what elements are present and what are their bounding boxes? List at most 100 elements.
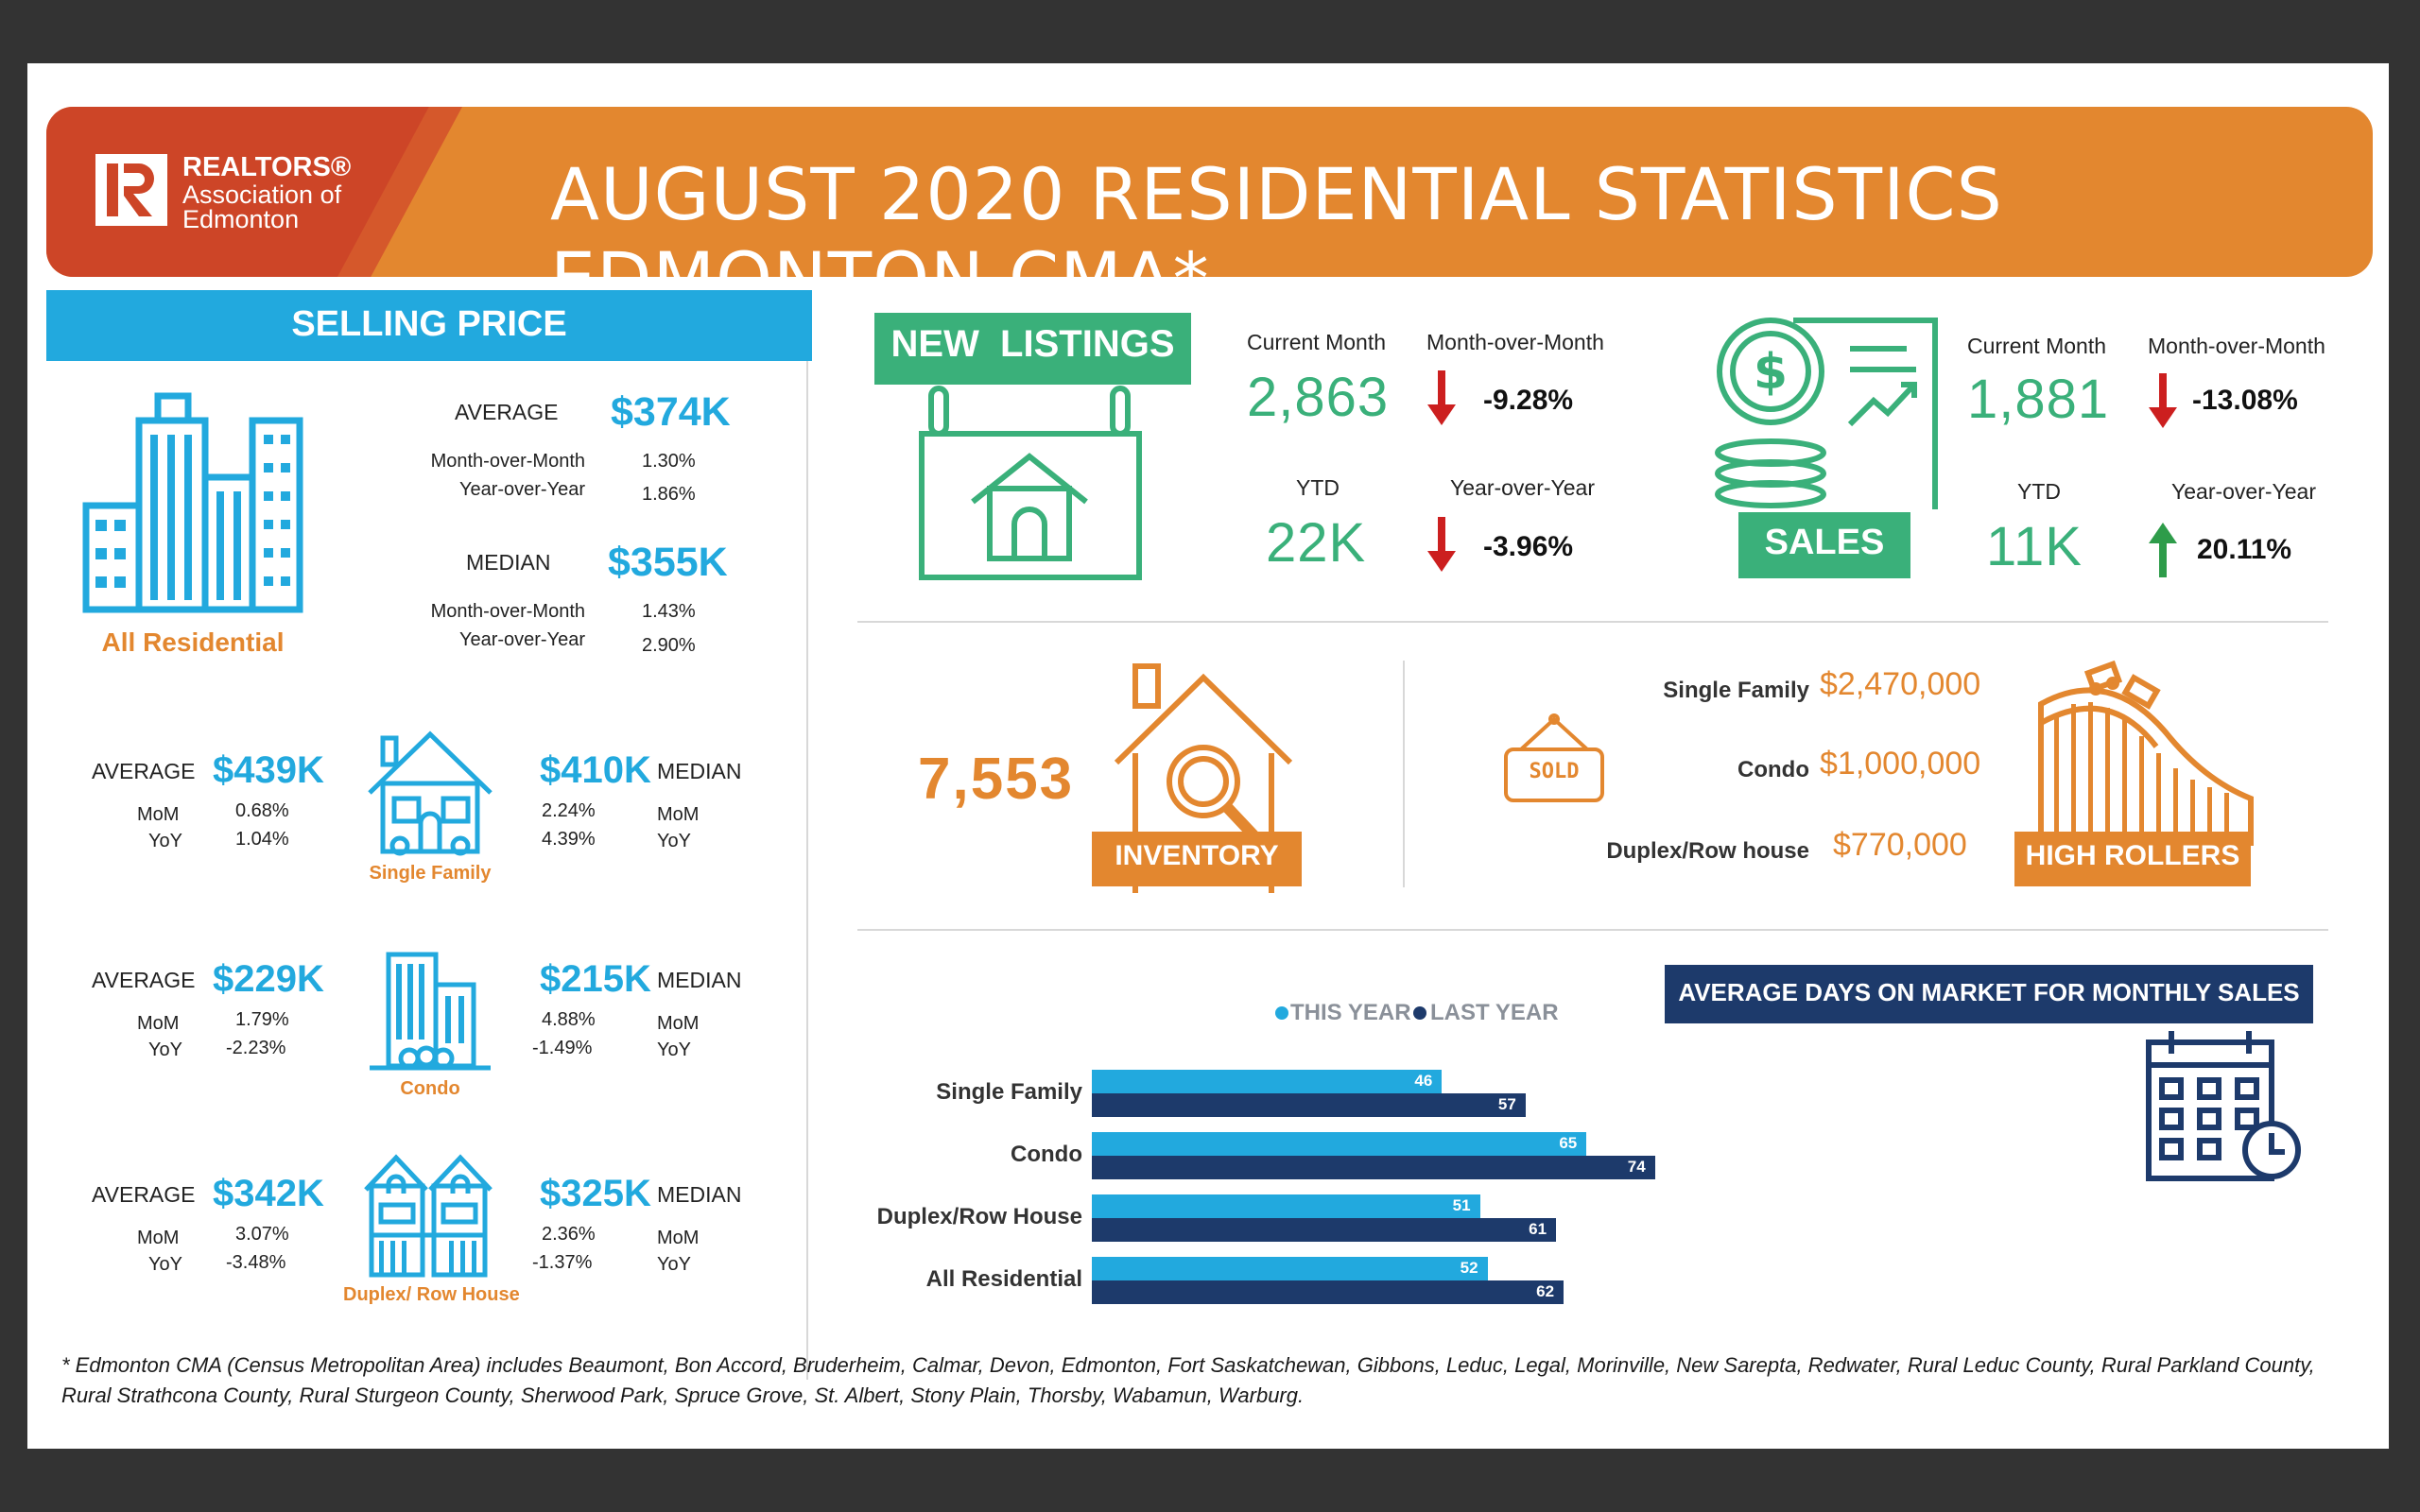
condo-average-label: AVERAGE [92, 968, 196, 992]
sf-average-value: $439K [213, 749, 324, 791]
average-mom-value: 1.30% [642, 451, 696, 472]
average-yoy-label: Year-over-Year [458, 479, 585, 500]
new-listings-label: NEW LISTINGS [890, 323, 1175, 365]
hr-duplex-value: $770,000 [1833, 827, 1967, 863]
sf-median-label: MEDIAN [657, 759, 742, 783]
inventory-badge [1092, 832, 1302, 886]
row-house-icon [364, 1154, 493, 1278]
average-label: AVERAGE [455, 400, 559, 424]
vertical-divider [806, 361, 808, 1380]
inventory-value: 7,553 [918, 747, 1075, 812]
sales-mom-value: -13.08% [2192, 385, 2298, 416]
condo-avg-mom-label: MoM [137, 1013, 180, 1034]
bar-last-year: 61 [1092, 1218, 1557, 1242]
bar-category-label: Condo [1011, 1142, 1082, 1167]
sales-current-month-value: 1,881 [1967, 369, 2110, 430]
legend-last-year-swatch [1413, 1006, 1426, 1020]
average-mom-label: Month-over-Month [430, 451, 585, 472]
bar-value-label: 62 [1536, 1282, 1555, 1300]
bar-value-label: 52 [1460, 1259, 1478, 1277]
sf-avg-yoy-label: YoY [148, 831, 182, 851]
legend-this-year: THIS YEAR [1290, 1000, 1411, 1025]
median-yoy-label: Year-over-Year [458, 629, 585, 650]
condo-icon [370, 952, 491, 1071]
new-listings-badge [874, 313, 1191, 385]
nl-mom-value: -9.28% [1483, 385, 1574, 416]
hr-condo-label: Condo [1737, 757, 1809, 782]
nl-yoy-label: Year-over-Year [1450, 475, 1596, 500]
duplex-med-yoy-value: -1.37% [532, 1252, 593, 1273]
bar-this-year: 65 [1092, 1132, 1587, 1156]
duplex-med-mom-label: MoM [657, 1228, 700, 1248]
sales-label: SALES [1764, 523, 1885, 562]
svg-text:$: $ [1754, 344, 1788, 401]
dom-heading-box [1665, 965, 2313, 1023]
bar-this-year: 51 [1092, 1194, 1480, 1218]
vertical-divider [1403, 661, 1405, 887]
sf-med-yoy-value: 4.39% [542, 829, 596, 850]
bar-last-year: 57 [1092, 1093, 1526, 1117]
sales-mom-label: Month-over-Month [2148, 334, 2325, 358]
high-rollers-label: HIGH ROLLERS [2025, 840, 2240, 871]
hr-duplex-label: Duplex/Row house [1606, 838, 1809, 864]
duplex-median-label: MEDIAN [657, 1182, 742, 1207]
duplex-med-mom-value: 2.36% [542, 1224, 596, 1245]
duplex-avg-yoy-label: YoY [148, 1254, 182, 1275]
bar-value-label: 51 [1452, 1196, 1471, 1214]
house-icon [368, 730, 493, 856]
down-arrow-icon [1427, 370, 1456, 425]
dom-heading: AVERAGE DAYS ON MARKET FOR MONTHLY SALES [1678, 978, 2300, 1006]
sold-label: SOLD [1529, 760, 1580, 783]
hr-single-family-label: Single Family [1663, 678, 1809, 703]
bar-value-label: 74 [1627, 1158, 1646, 1176]
selling-price-header [46, 290, 812, 361]
roller-coaster-icon [2038, 660, 2254, 846]
bar-value-label: 57 [1497, 1095, 1516, 1113]
calendar-clock-icon [2146, 1031, 2301, 1181]
sf-med-mom-label: MoM [657, 804, 700, 825]
nl-yoy-value: -3.96% [1483, 531, 1574, 562]
realtors-logo-icon [95, 154, 167, 226]
footnote: * Edmonton CMA (Census Metropolitan Area… [61, 1353, 2315, 1407]
down-arrow-icon [2149, 373, 2177, 428]
condo-med-yoy-label: YoY [657, 1040, 691, 1060]
duplex-label: Duplex/ Row House [343, 1284, 520, 1305]
sales-yoy-label: Year-over-Year [2171, 479, 2317, 504]
bar-this-year: 46 [1092, 1070, 1443, 1093]
bar-value-label: 61 [1529, 1220, 1547, 1238]
median-label: MEDIAN [466, 550, 551, 575]
duplex-avg-mom-value: 3.07% [235, 1224, 289, 1245]
sf-avg-yoy-value: 1.04% [235, 829, 289, 850]
condo-avg-mom-value: 1.79% [235, 1009, 289, 1030]
duplex-average-value: $342K [213, 1173, 324, 1214]
bar-category-label: All Residential [925, 1266, 1082, 1292]
condo-average-value: $229K [213, 958, 324, 1000]
sf-label: Single Family [369, 863, 492, 884]
money-chart-icon: $ [1715, 318, 1938, 509]
duplex-avg-mom-label: MoM [137, 1228, 180, 1248]
nl-current-month-label: Current Month [1247, 330, 1387, 354]
condo-avg-yoy-label: YoY [148, 1040, 182, 1060]
sf-average-label: AVERAGE [92, 759, 196, 783]
for-sale-sign-icon [919, 386, 1142, 580]
bar-value-label: 65 [1559, 1134, 1578, 1152]
bar-category-label: Duplex/Row House [876, 1204, 1082, 1229]
average-value: $374K [611, 389, 731, 435]
logo-line1: REALTORS® [182, 152, 352, 182]
sf-avg-mom-value: 0.68% [235, 800, 289, 821]
high-rollers-badge [2014, 832, 2251, 886]
sales-current-month-label: Current Month [1967, 334, 2107, 358]
condo-avg-yoy-value: -2.23% [226, 1038, 286, 1058]
median-mom-label: Month-over-Month [430, 601, 585, 622]
buildings-icon [82, 392, 303, 613]
hr-single-family-value: $2,470,000 [1820, 666, 1981, 702]
bar-category-label: Single Family [936, 1079, 1082, 1105]
sales-ytd-label: YTD [2017, 479, 2061, 504]
bar-value-label: 46 [1414, 1072, 1433, 1090]
infographic-slide: REALTORS® Association of Edmonton AUGUST… [27, 63, 2389, 1449]
duplex-average-label: AVERAGE [92, 1182, 196, 1207]
legend-this-year-swatch [1275, 1006, 1288, 1020]
median-yoy-value: 2.90% [642, 635, 696, 656]
duplex-med-yoy-label: YoY [657, 1254, 691, 1275]
nl-ytd-label: YTD [1296, 475, 1340, 500]
